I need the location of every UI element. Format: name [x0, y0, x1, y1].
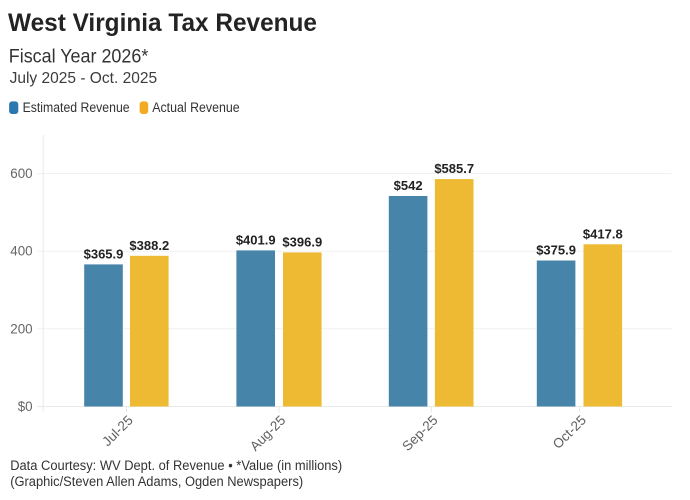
svg-text:$396.9: $396.9: [282, 234, 322, 249]
svg-text:(Graphic/Steven Allen Adams, O: (Graphic/Steven Allen Adams, Ogden Newsp…: [10, 474, 303, 489]
svg-text:Actual Revenue: Actual Revenue: [152, 100, 240, 115]
svg-text:600: 600: [10, 166, 32, 181]
svg-text:$401.9: $401.9: [236, 232, 276, 247]
svg-text:Estimated Revenue: Estimated Revenue: [23, 100, 130, 115]
svg-text:Data Courtesy: WV Dept. of Rev: Data Courtesy: WV Dept. of Revenue • *Va…: [10, 458, 342, 473]
svg-text:$542: $542: [394, 178, 423, 193]
svg-text:July 2025 - Oct. 2025: July 2025 - Oct. 2025: [10, 70, 158, 87]
svg-text:Fiscal Year 2026*: Fiscal Year 2026*: [9, 47, 149, 68]
svg-text:$375.9: $375.9: [536, 243, 576, 258]
svg-text:$585.7: $585.7: [434, 161, 474, 176]
svg-text:400: 400: [10, 244, 32, 259]
svg-text:$388.2: $388.2: [129, 238, 169, 253]
svg-text:$365.9: $365.9: [84, 246, 124, 261]
svg-text:$417.8: $417.8: [583, 226, 623, 241]
svg-text:$0: $0: [18, 399, 33, 414]
svg-text:West Virginia Tax Revenue: West Virginia Tax Revenue: [8, 9, 317, 37]
svg-text:200: 200: [10, 321, 32, 336]
